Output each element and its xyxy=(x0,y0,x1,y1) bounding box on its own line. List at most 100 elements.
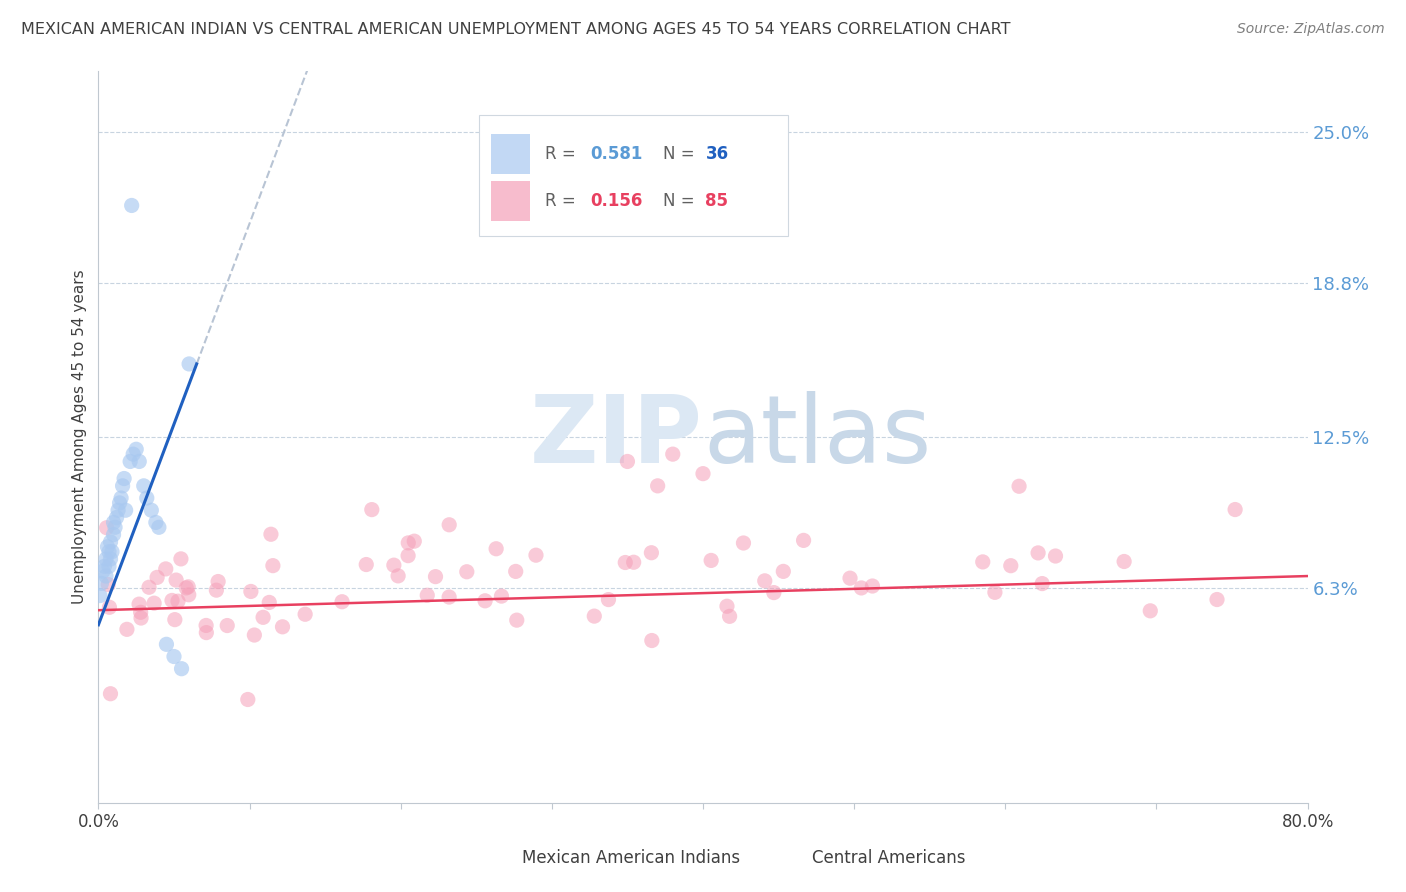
Point xyxy=(718,609,741,624)
Point xyxy=(485,541,508,556)
Point xyxy=(163,613,186,627)
Point xyxy=(640,546,662,560)
Bar xyxy=(456,845,509,871)
Point xyxy=(851,581,873,595)
Point xyxy=(1139,604,1161,618)
Point xyxy=(94,569,117,583)
Point xyxy=(456,565,478,579)
Point xyxy=(100,687,122,701)
Point xyxy=(96,521,118,535)
Point xyxy=(121,198,143,212)
Point xyxy=(491,589,513,603)
Point xyxy=(862,579,884,593)
Point xyxy=(155,562,177,576)
Point xyxy=(90,576,112,591)
Point xyxy=(243,628,266,642)
Point xyxy=(1008,479,1031,493)
Point xyxy=(614,556,637,570)
Point xyxy=(129,605,152,619)
Point xyxy=(354,558,377,572)
Point xyxy=(160,593,183,607)
Text: 0.156: 0.156 xyxy=(591,192,643,211)
Point xyxy=(271,620,294,634)
Point xyxy=(1026,546,1049,560)
Point xyxy=(100,535,122,549)
Point xyxy=(661,447,683,461)
Point xyxy=(125,442,148,457)
Point xyxy=(105,510,128,524)
Point xyxy=(103,516,125,530)
Point xyxy=(148,520,170,534)
Point xyxy=(416,588,439,602)
Point xyxy=(762,585,785,599)
Point xyxy=(1223,502,1246,516)
Point xyxy=(692,467,714,481)
Point xyxy=(647,479,669,493)
Point xyxy=(138,580,160,594)
Point xyxy=(103,527,125,541)
Point xyxy=(641,633,664,648)
Point xyxy=(239,584,262,599)
Point xyxy=(120,454,142,468)
Point xyxy=(143,596,166,610)
Point xyxy=(1206,592,1229,607)
Point xyxy=(437,590,460,604)
Point xyxy=(104,520,127,534)
Point xyxy=(733,536,755,550)
Point xyxy=(170,552,193,566)
Point xyxy=(524,548,547,562)
Point xyxy=(135,491,157,505)
Point xyxy=(616,454,638,468)
Point xyxy=(260,527,283,541)
Point xyxy=(114,503,136,517)
Point xyxy=(128,454,150,468)
Point xyxy=(984,585,1007,599)
Point xyxy=(98,559,121,574)
Point xyxy=(167,594,190,608)
Point xyxy=(259,595,281,609)
Point xyxy=(396,549,419,563)
Point xyxy=(132,479,155,493)
FancyBboxPatch shape xyxy=(479,115,787,235)
Point xyxy=(170,662,193,676)
Point xyxy=(91,564,114,578)
Point xyxy=(112,471,135,485)
Text: N =: N = xyxy=(664,192,700,211)
Y-axis label: Unemployment Among Ages 45 to 54 years: Unemployment Among Ages 45 to 54 years xyxy=(72,269,87,605)
Point xyxy=(165,573,187,587)
Point xyxy=(108,496,131,510)
Text: Mexican American Indians: Mexican American Indians xyxy=(522,848,740,867)
Text: R =: R = xyxy=(544,145,581,162)
Point xyxy=(474,594,496,608)
Point xyxy=(94,552,117,566)
Text: Central Americans: Central Americans xyxy=(811,848,966,867)
Point xyxy=(583,609,606,624)
Point xyxy=(425,569,447,583)
Point xyxy=(598,592,620,607)
Point xyxy=(700,553,723,567)
Point xyxy=(115,623,138,637)
Point xyxy=(1031,576,1053,591)
Point xyxy=(93,559,115,574)
Point xyxy=(396,536,419,550)
Point xyxy=(217,618,239,632)
Point xyxy=(146,570,169,584)
Point xyxy=(122,447,145,461)
Point xyxy=(98,544,121,558)
Point xyxy=(623,555,645,569)
Bar xyxy=(492,134,530,174)
Point xyxy=(110,491,132,505)
Point xyxy=(96,540,118,554)
Bar xyxy=(745,845,800,871)
Point xyxy=(404,534,426,549)
Point xyxy=(195,618,218,632)
Point xyxy=(360,502,382,516)
Point xyxy=(97,577,120,591)
Text: N =: N = xyxy=(664,145,700,162)
Point xyxy=(716,599,738,614)
Text: MEXICAN AMERICAN INDIAN VS CENTRAL AMERICAN UNEMPLOYMENT AMONG AGES 45 TO 54 YEA: MEXICAN AMERICAN INDIAN VS CENTRAL AMERI… xyxy=(21,22,1011,37)
Point xyxy=(1114,554,1136,568)
Text: Source: ZipAtlas.com: Source: ZipAtlas.com xyxy=(1237,22,1385,37)
Text: ZIP: ZIP xyxy=(530,391,703,483)
Point xyxy=(506,613,529,627)
